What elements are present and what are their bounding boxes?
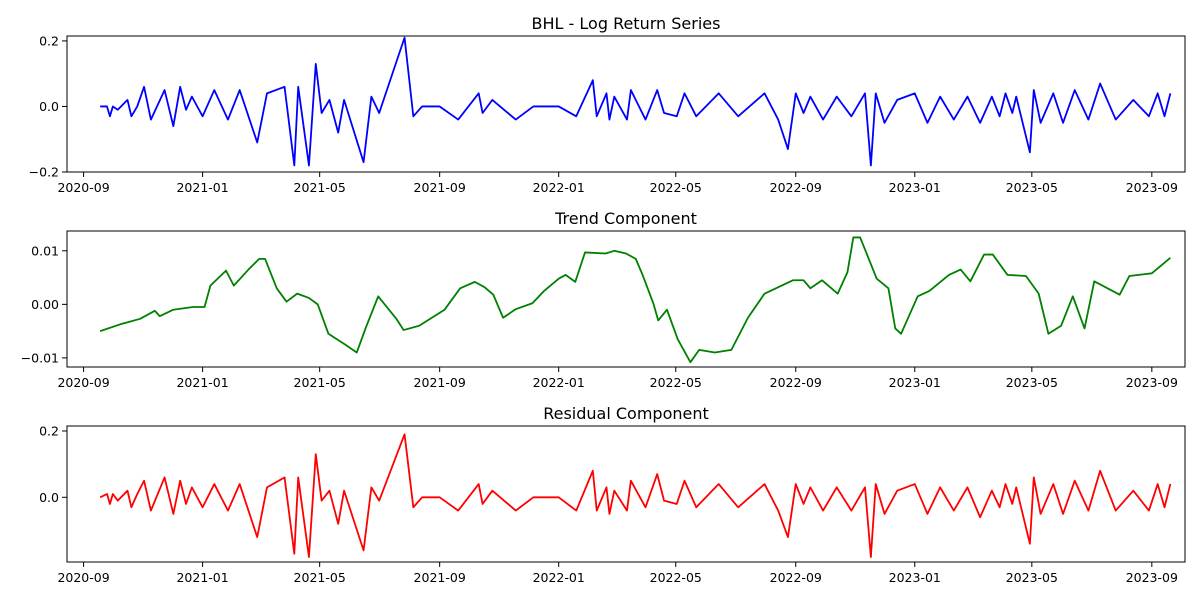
residual-x-tick-label: 2022-05 [650,570,702,585]
trend-x-tick-label: 2022-05 [650,375,702,390]
log-return-x-tick-label: 2022-05 [650,180,702,195]
trend-x-tick-label: 2021-09 [414,375,466,390]
log-return-x-tick-label: 2021-05 [294,180,346,195]
log-return-y-tick-label: 0.2 [39,33,59,48]
log-return-x-tick-label: 2022-09 [770,180,822,195]
trend-x-tick-label: 2023-01 [889,375,941,390]
trend-x-tick-label: 2020-09 [57,375,109,390]
trend-x-tick-label: 2023-09 [1126,375,1178,390]
residual-x-tick-label: 2021-09 [414,570,466,585]
trend-y-tick-label: 0.01 [31,243,59,258]
trend-x-tick-label: 2022-01 [533,375,585,390]
residual-x-tick-label: 2022-09 [770,570,822,585]
log-return-x-tick-label: 2023-05 [1006,180,1058,195]
residual-x-tick-label: 2020-09 [57,570,109,585]
residual-series-line [99,433,1172,558]
residual-x-tick-label: 2023-09 [1126,570,1178,585]
log-return-series-line [100,36,1172,167]
log-return-x-tick-label: 2021-01 [176,180,228,195]
log-return-y-tick-label: −0.2 [29,165,59,180]
residual-x-tick-label: 2021-05 [294,570,346,585]
log-return-x-tick-label: 2023-01 [889,180,941,195]
log-return-y-tick-label: 0.0 [39,99,59,114]
trend-y-tick-label: −0.01 [21,350,59,365]
residual-x-tick-label: 2022-01 [533,570,585,585]
trend-x-tick-label: 2021-05 [294,375,346,390]
trend-x-tick-label: 2023-05 [1006,375,1058,390]
residual-panel: Residual Component 2020-09 2021-01 2021-05 2… [39,404,1186,585]
log-return-x-tick-label: 2021-09 [414,180,466,195]
trend-panel: Trend Component 2020-09 2021-01 2021-05 2021… [21,209,1186,390]
residual-title: Residual Component [543,404,709,423]
log-return-panel: BHL - Log Return Series 2020-09 2021-01 202… [29,14,1186,195]
trend-y-tick-label: 0.00 [31,297,59,312]
log-return-x-tick-label: 2022-01 [533,180,585,195]
log-return-x-tick-label: 2023-09 [1126,180,1178,195]
log-return-x-tick-label: 2020-09 [57,180,109,195]
residual-x-tick-label: 2023-05 [1006,570,1058,585]
trend-series-line [99,236,1171,364]
trend-axes-frame [66,230,1186,368]
residual-x-tick-label: 2023-01 [889,570,941,585]
residual-y-tick-label: 0.0 [39,490,59,505]
log-return-title: BHL - Log Return Series [532,14,721,33]
residual-axes-frame [66,425,1186,563]
residual-y-tick-label: 0.2 [39,423,59,438]
trend-x-tick-label: 2021-01 [176,375,228,390]
trend-x-tick-label: 2022-09 [770,375,822,390]
trend-title: Trend Component [554,209,697,228]
residual-x-tick-label: 2021-01 [176,570,228,585]
log-return-axes-frame [66,35,1186,173]
